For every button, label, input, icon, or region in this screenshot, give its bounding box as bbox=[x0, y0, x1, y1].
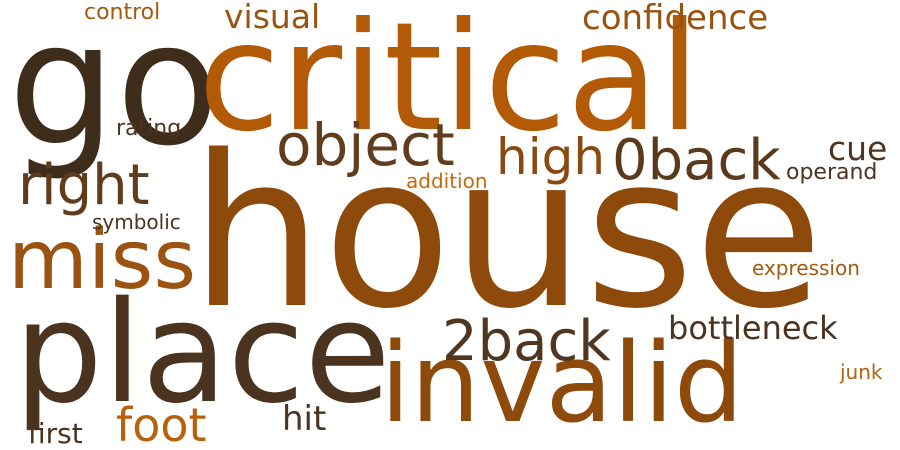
word-0back: 0back bbox=[612, 128, 781, 193]
word-go: go bbox=[8, 0, 220, 184]
word-place: place bbox=[14, 272, 391, 435]
word-bottleneck: bottleneck bbox=[668, 309, 838, 347]
word-symbolic: symbolic bbox=[92, 210, 181, 234]
word-object: object bbox=[276, 111, 455, 179]
word-cue: cue bbox=[828, 129, 888, 168]
word-foot: foot bbox=[116, 398, 207, 450]
word-house: house bbox=[190, 110, 824, 355]
word-critical: critical bbox=[198, 0, 701, 165]
word-miss: miss bbox=[8, 213, 197, 308]
word-right: right bbox=[18, 153, 150, 218]
word-invalid: invalid bbox=[380, 319, 744, 447]
word-operand: operand bbox=[786, 160, 878, 185]
word-addition: addition bbox=[406, 169, 488, 193]
word-2back: 2back bbox=[442, 309, 611, 374]
word-expression: expression bbox=[752, 256, 860, 280]
word-confidence: confidence bbox=[582, 0, 769, 38]
word-control: control bbox=[84, 0, 161, 25]
word-rating: rating bbox=[116, 116, 182, 141]
word-visual: visual bbox=[224, 0, 321, 36]
word-high: high bbox=[496, 128, 606, 186]
word-junk: junk bbox=[840, 360, 883, 384]
word-hit: hit bbox=[282, 399, 327, 439]
word-first: first bbox=[28, 417, 83, 450]
